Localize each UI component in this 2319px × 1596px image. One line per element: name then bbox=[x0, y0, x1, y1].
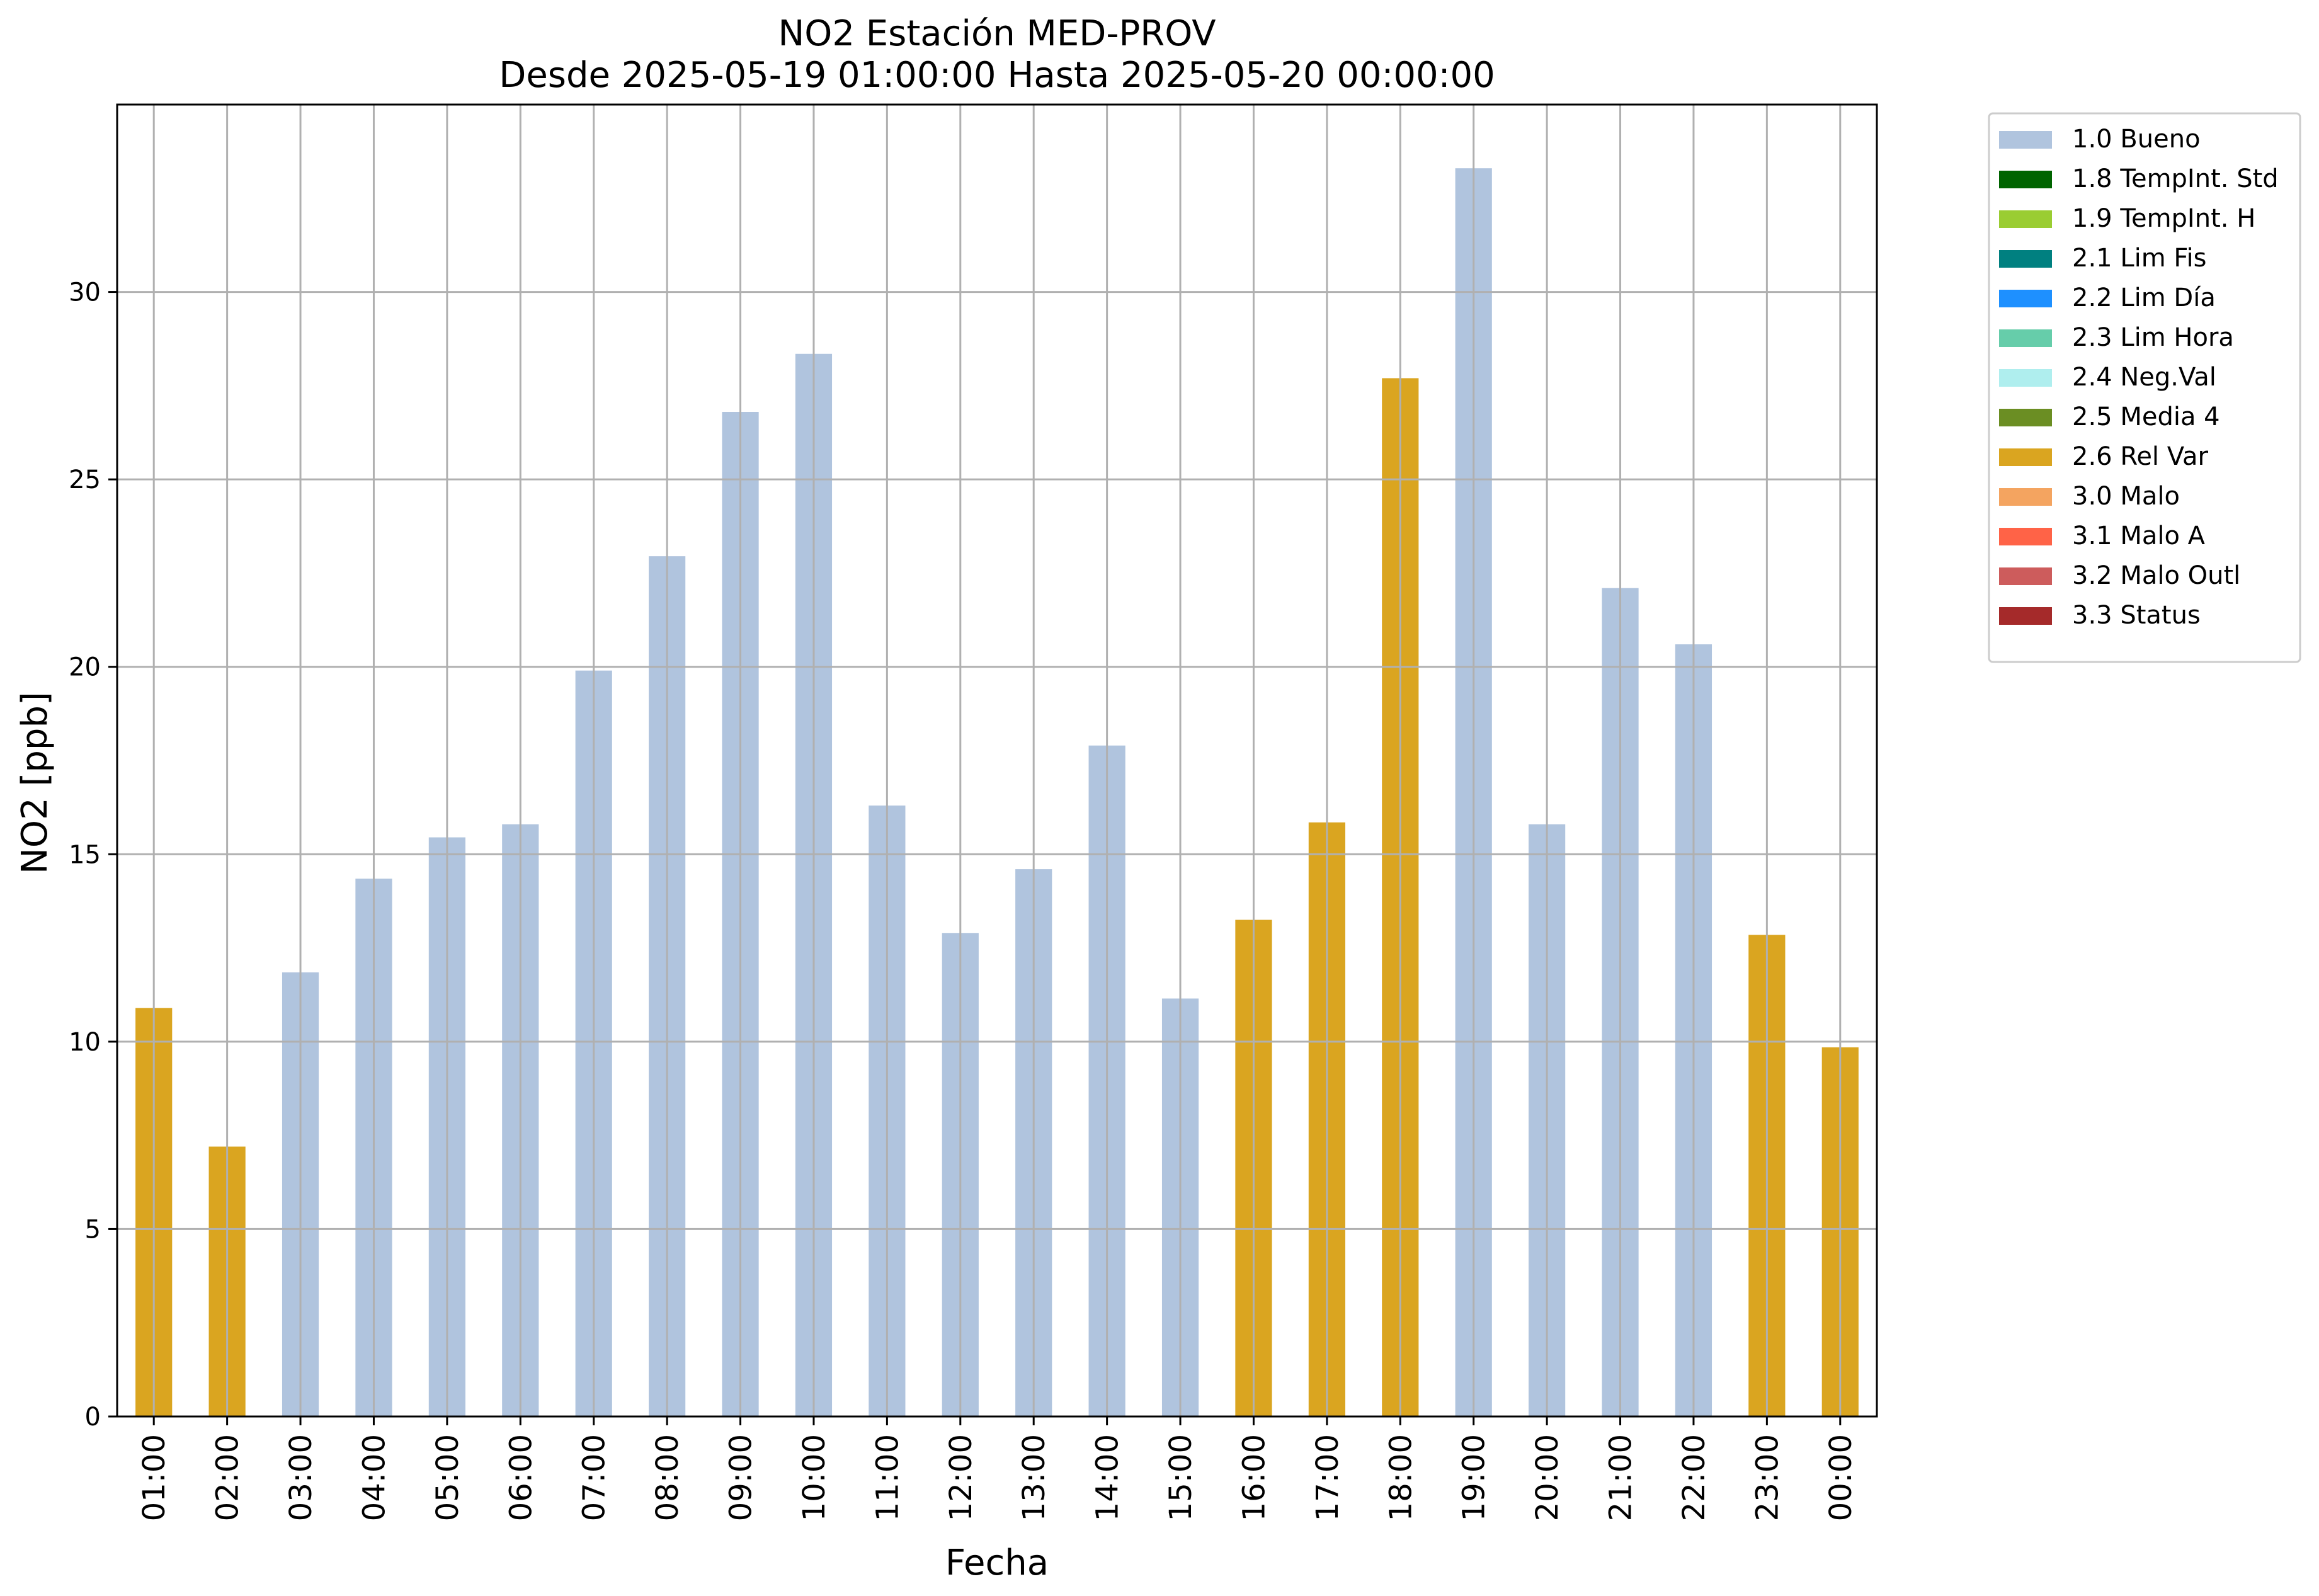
grid-lines bbox=[117, 105, 1877, 1416]
legend-swatch bbox=[1999, 250, 2052, 268]
x-tick-label: 11:00 bbox=[870, 1434, 905, 1521]
legend-swatch bbox=[1999, 290, 2052, 307]
x-tick-label: 06:00 bbox=[503, 1434, 538, 1521]
x-tick-label: 17:00 bbox=[1310, 1434, 1345, 1521]
legend-entry-label: 3.1 Malo A bbox=[2072, 522, 2206, 550]
legend-entry-label: 1.8 TempInt. Std bbox=[2072, 164, 2279, 193]
legend-entry-label: 3.3 Status bbox=[2072, 601, 2201, 630]
legend-entry-label: 2.5 Media 4 bbox=[2072, 402, 2220, 431]
plot-frame bbox=[116, 103, 1878, 1418]
legend-swatch bbox=[1999, 131, 2052, 149]
y-tick-label: 30 bbox=[69, 278, 101, 307]
y-tick-label: 0 bbox=[85, 1403, 101, 1432]
y-tick-label: 25 bbox=[69, 465, 101, 494]
x-tick-label: 03:00 bbox=[283, 1434, 319, 1521]
legend-swatch bbox=[1999, 607, 2052, 625]
y-tick-label: 20 bbox=[69, 653, 101, 682]
axes: 0 5 10 15 20 25 30 01:00 02:00 03:00 04:00 05:00 06:… bbox=[69, 103, 1878, 1521]
x-tick-label: 14:00 bbox=[1090, 1434, 1125, 1521]
x-tick-label: 01:00 bbox=[137, 1434, 172, 1521]
x-tick-label: 19:00 bbox=[1457, 1434, 1492, 1521]
legend-entry-label: 2.4 Neg.Val bbox=[2072, 363, 2216, 392]
x-tick-label: 21:00 bbox=[1604, 1434, 1639, 1521]
x-tick-label: 05:00 bbox=[430, 1434, 465, 1521]
x-tick-label: 04:00 bbox=[356, 1434, 392, 1521]
legend-entry-label: 3.0 Malo bbox=[2072, 482, 2180, 511]
y-axis-label: NO2 [ppb] bbox=[14, 692, 55, 874]
legend-swatch bbox=[1999, 488, 2052, 506]
legend-entry-label: 2.3 Lim Hora bbox=[2072, 323, 2234, 352]
chart-subtitle: Desde 2025-05-19 01:00:00 Hasta 2025-05-… bbox=[499, 55, 1495, 96]
legend-swatch bbox=[1999, 448, 2052, 466]
legend-entry-label: 1.9 TempInt. H bbox=[2072, 204, 2255, 233]
legend-swatch bbox=[1999, 171, 2052, 188]
x-tick-label: 23:00 bbox=[1750, 1434, 1785, 1521]
y-tick-label: 15 bbox=[69, 840, 101, 869]
x-tick-label: 02:00 bbox=[210, 1434, 246, 1521]
x-tick-label: 09:00 bbox=[724, 1434, 759, 1521]
legend-box bbox=[1988, 112, 2301, 663]
legend: 1.0 Bueno 1.8 TempInt. Std 1.9 TempInt. H 2… bbox=[1988, 112, 2301, 663]
legend-entry-label: 3.2 Malo Outl bbox=[2072, 561, 2240, 590]
legend-swatch bbox=[1999, 567, 2052, 585]
x-tick-label: 07:00 bbox=[577, 1434, 612, 1521]
x-tick-label: 12:00 bbox=[943, 1434, 979, 1521]
x-tick-label: 15:00 bbox=[1163, 1434, 1199, 1521]
legend-swatch bbox=[1999, 528, 2052, 545]
y-tick-label: 5 bbox=[85, 1215, 101, 1244]
legend-entry-label: 1.0 Bueno bbox=[2072, 125, 2201, 154]
legend-swatch bbox=[1999, 210, 2052, 228]
x-tick-label: 22:00 bbox=[1677, 1434, 1712, 1521]
legend-swatch bbox=[1999, 329, 2052, 347]
legend-swatch bbox=[1999, 369, 2052, 387]
legend-swatch bbox=[1999, 409, 2052, 426]
x-tick-label: 20:00 bbox=[1530, 1434, 1565, 1521]
legend-entry-label: 2.2 Lim Día bbox=[2072, 283, 2216, 312]
legend-entry-label: 2.1 Lim Fis bbox=[2072, 244, 2206, 273]
x-tick-label: 16:00 bbox=[1236, 1434, 1272, 1521]
x-tick-label: 18:00 bbox=[1383, 1434, 1418, 1521]
x-tick-label: 13:00 bbox=[1017, 1434, 1052, 1521]
y-tick-label: 10 bbox=[69, 1028, 101, 1057]
x-axis-label: Fecha bbox=[945, 1542, 1049, 1583]
x-tick-label: 08:00 bbox=[650, 1434, 685, 1521]
chart-title: NO2 Estación MED-PROV bbox=[778, 13, 1216, 54]
x-tick-label: 00:00 bbox=[1823, 1434, 1859, 1521]
x-tick-label: 10:00 bbox=[797, 1434, 832, 1521]
legend-entry-label: 2.6 Rel Var bbox=[2072, 442, 2209, 471]
